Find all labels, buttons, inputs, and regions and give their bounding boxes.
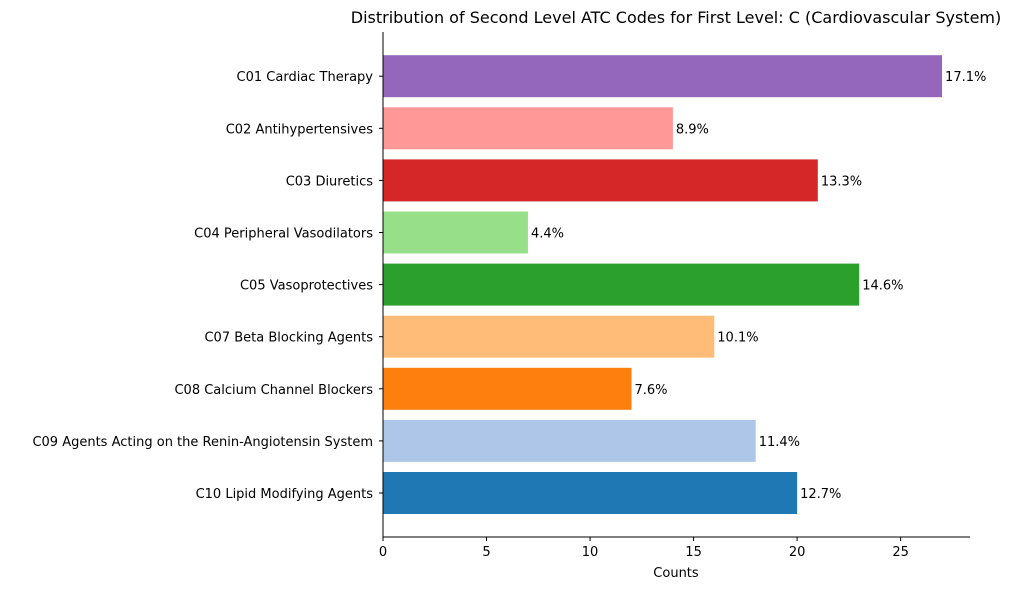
data-label: 4.4% [531,227,564,242]
data-label: 13.3% [821,174,862,189]
bar [383,211,528,254]
y-tick-label: C07 Beta Blocking Agents [204,331,373,346]
x-tick-label: 10 [582,545,599,560]
y-tick-labels: C10 Lipid Modifying Agents C09 Agents Act… [32,70,383,502]
x-tick-label: 25 [892,545,909,560]
bar [383,472,798,514]
data-label: 7.6% [634,383,667,398]
data-label: 10.1% [717,331,758,346]
data-label: 12.7% [800,487,841,502]
x-axis-label: Counts [653,566,699,581]
bar [383,315,715,358]
y-tick-label: C04 Peripheral Vasodilators [194,227,373,242]
y-tick-label: C05 Vasoprotectives [240,279,373,294]
x-axis-ticks: 0 5 10 15 20 25 [379,537,909,560]
x-tick-label: 0 [379,545,387,560]
bar [383,55,943,98]
data-label: 17.1% [945,70,986,85]
bar [383,107,673,150]
bar [383,367,632,410]
y-tick-label: C02 Antihypertensives [226,122,374,137]
bar [383,263,860,306]
x-tick-label: 5 [482,545,490,560]
chart-title: Distribution of Second Level ATC Codes f… [351,8,1002,27]
data-label: 14.6% [862,279,903,294]
y-tick-label: C01 Cardiac Therapy [237,70,374,85]
y-tick-label: C08 Calcium Channel Blockers [174,383,373,398]
bar [383,419,756,462]
y-tick-label: C10 Lipid Modifying Agents [196,487,374,502]
data-label: 11.4% [759,435,800,450]
y-tick-label: C09 Agents Acting on the Renin-Angiotens… [32,435,373,450]
data-label: 8.9% [676,122,709,137]
data-labels: 12.7% 11.4% 7.6% 10.1% 14.6% 4.4% 13.3% 8.9% 17.… [531,70,986,502]
x-tick-label: 15 [685,545,702,560]
x-tick-label: 20 [789,545,806,560]
y-tick-label: C03 Diuretics [286,174,374,189]
bar [383,159,818,202]
bars-group [383,55,943,514]
